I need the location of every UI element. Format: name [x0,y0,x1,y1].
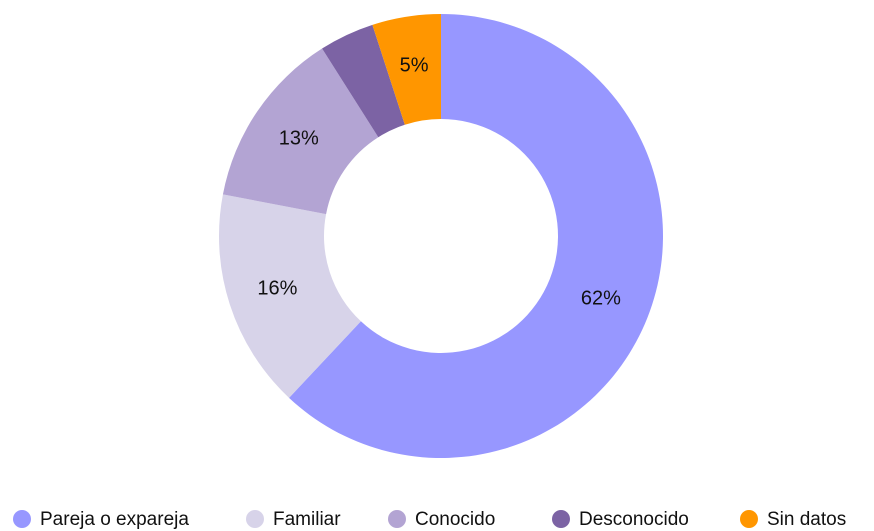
slice-label: 62% [581,288,621,310]
legend-label: Conocido [415,509,495,530]
slice-label: 13% [279,128,319,150]
donut-slice [372,14,441,125]
legend-marker [246,510,264,528]
legend-marker [388,510,406,528]
legend-label: Sin datos [767,509,846,530]
legend-marker [552,510,570,528]
donut-slice [322,24,405,138]
legend-label: Desconocido [579,509,689,530]
slice-label: 16% [257,277,297,299]
donut-slice [219,194,361,398]
legend-label: Familiar [273,509,341,530]
slice-label: 5% [400,54,429,76]
legend-marker [13,510,31,528]
legend-marker [740,510,758,528]
donut-slice [222,48,379,215]
donut-slice [289,14,663,458]
legend-label: Pareja o expareja [40,509,189,530]
